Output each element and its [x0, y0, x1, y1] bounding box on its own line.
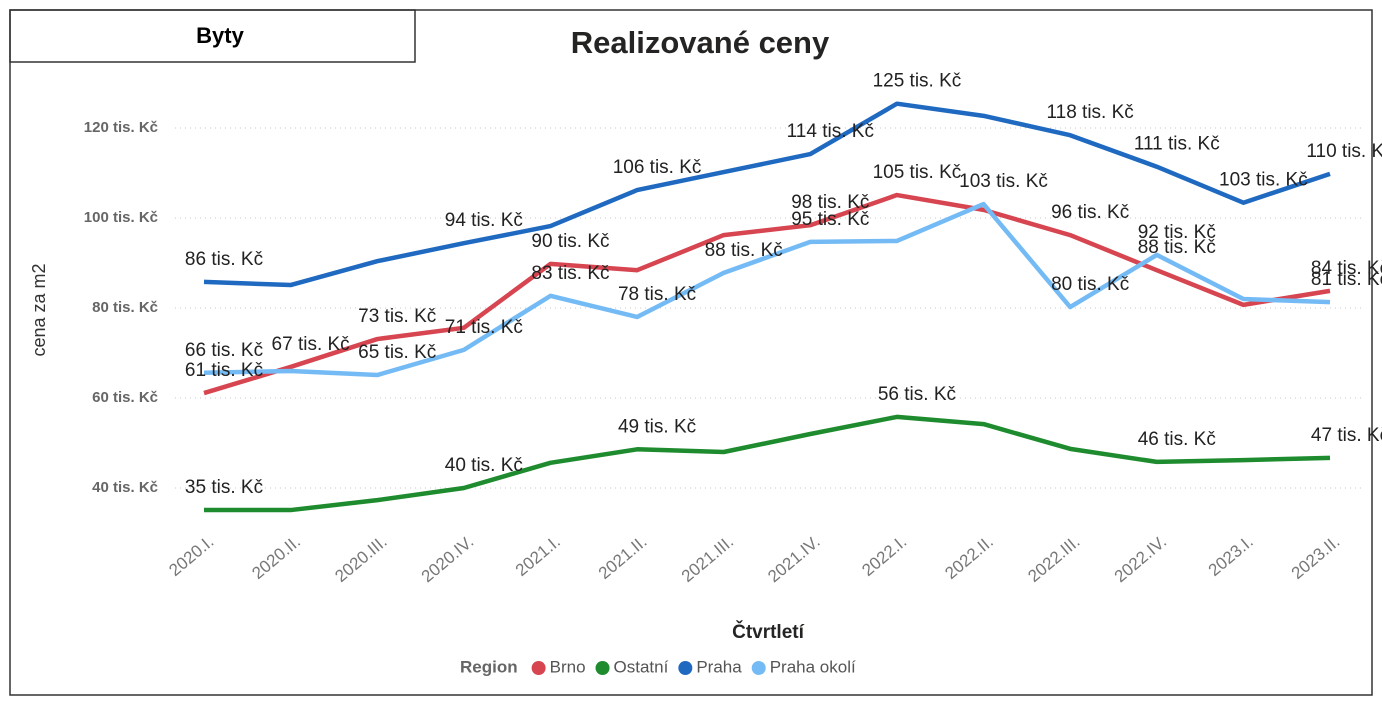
data-label: 40 tis. Kč: [445, 455, 523, 476]
data-label: 56 tis. Kč: [878, 384, 956, 405]
legend-label: Praha: [696, 657, 742, 676]
data-label: 95 tis. Kč: [791, 209, 869, 230]
x-tick-label: 2021.I.: [512, 532, 564, 580]
x-tick-label: 2023.II.: [1288, 532, 1344, 583]
frame: [9, 9, 1373, 696]
data-label: 105 tis. Kč: [873, 162, 962, 183]
legend-marker: [678, 661, 693, 675]
data-label: 125 tis. Kč: [873, 71, 962, 92]
data-label: 88 tis. Kč: [1138, 237, 1216, 258]
y-tick-label: 120 tis. Kč: [84, 119, 158, 136]
legend-marker: [595, 661, 610, 675]
legend-marker: [531, 661, 546, 675]
data-label: 96 tis. Kč: [1051, 202, 1129, 223]
x-tick-label: 2022.III.: [1024, 532, 1083, 586]
series-line: [203, 101, 1331, 288]
x-axis-title: Čtvrtletí: [732, 621, 805, 643]
panel-label: Byty: [196, 23, 244, 48]
data-label: 86 tis. Kč: [185, 249, 263, 270]
data-label: 83 tis. Kč: [531, 263, 609, 284]
data-label: 47 tis. Kč: [1311, 425, 1382, 446]
x-tick-label: 2020.III.: [331, 532, 390, 586]
y-tick-label: 40 tis. Kč: [92, 479, 158, 496]
legend-label: Brno: [550, 657, 586, 676]
data-label: 111 tis. Kč: [1134, 134, 1220, 155]
data-label: 49 tis. Kč: [618, 416, 696, 437]
data-label: 88 tis. Kč: [705, 240, 783, 261]
data-label: 78 tis. Kč: [618, 284, 696, 305]
x-tick-label: 2022.I.: [858, 532, 910, 580]
data-label: 118 tis. Kč: [1046, 102, 1133, 123]
data-label: 71 tis. Kč: [445, 317, 523, 338]
legend-label: Ostatní: [614, 657, 669, 676]
data-label: 84 tis. Kč: [1311, 258, 1382, 279]
x-tick-label: 2022.II.: [941, 532, 997, 583]
y-tick-label: 100 tis. Kč: [84, 209, 158, 226]
data-label: 80 tis. Kč: [1051, 274, 1129, 295]
legend-label: Praha okolí: [770, 657, 856, 676]
chart-title: Realizované ceny: [571, 25, 830, 60]
x-tick-label: 2020.II.: [248, 532, 304, 583]
x-tick-label: 2020.I.: [165, 532, 217, 580]
x-tick-label: 2020.IV.: [418, 532, 478, 586]
data-label: 67 tis. Kč: [272, 334, 350, 355]
data-label: 94 tis. Kč: [445, 210, 523, 231]
x-tick-label: 2021.III.: [678, 532, 737, 586]
legend-title: Region: [460, 657, 518, 676]
data-label: 103 tis. Kč: [959, 171, 1048, 192]
data-label: 66 tis. Kč: [185, 340, 263, 361]
data-label: 61 tis. Kč: [185, 360, 263, 381]
data-label: 92 tis. Kč: [1138, 222, 1216, 243]
data-label: 114 tis. Kč: [787, 121, 874, 142]
x-tick-label: 2022.IV.: [1111, 532, 1171, 586]
legend-marker: [751, 661, 766, 675]
panel-box: [9, 9, 416, 63]
data-label: 81 tis. Kč: [1311, 269, 1382, 290]
data-label: 65 tis. Kč: [358, 342, 436, 363]
x-tick-label: 2023.I.: [1205, 532, 1257, 580]
x-tick-label: 2021.II.: [595, 532, 651, 583]
y-axis-title: cena za m2: [29, 263, 49, 356]
data-label: 90 tis. Kč: [531, 231, 609, 252]
data-label: 35 tis. Kč: [185, 477, 263, 498]
data-label: 46 tis. Kč: [1138, 429, 1216, 450]
x-tick-label: 2021.IV.: [764, 532, 824, 586]
series-line: [204, 414, 1331, 513]
series-line: [203, 201, 1331, 378]
data-label: 106 tis. Kč: [613, 157, 702, 178]
data-label: 110 tis. Kč: [1306, 141, 1382, 162]
y-tick-label: 60 tis. Kč: [92, 389, 158, 406]
data-label: 98 tis. Kč: [791, 192, 869, 213]
y-tick-label: 80 tis. Kč: [92, 299, 158, 316]
data-label: 103 tis. Kč: [1219, 170, 1308, 191]
data-label: 73 tis. Kč: [358, 306, 436, 327]
